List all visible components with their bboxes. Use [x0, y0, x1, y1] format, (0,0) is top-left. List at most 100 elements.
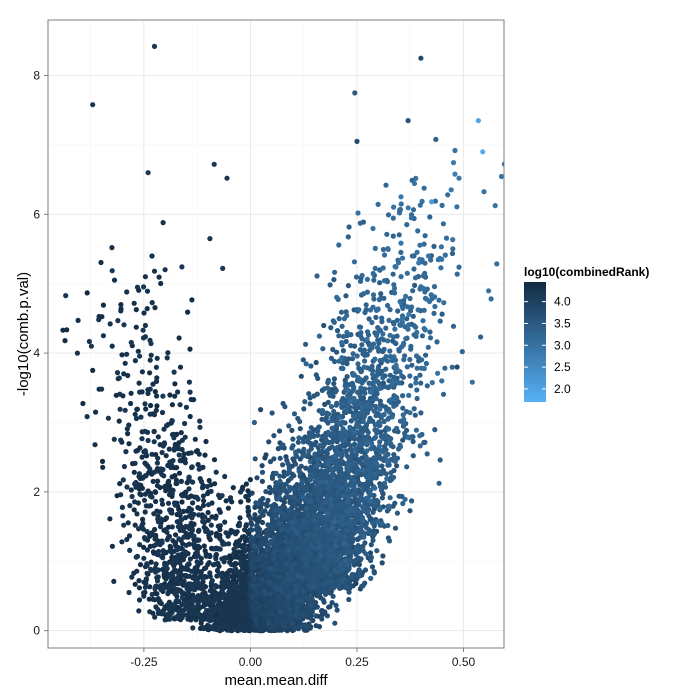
- scatter-point: [141, 544, 147, 550]
- scatter-point: [145, 437, 151, 444]
- scatter-point: [128, 487, 134, 493]
- scatter-point: [137, 445, 143, 451]
- scatter-point: [205, 517, 211, 523]
- scatter-point: [118, 308, 124, 314]
- scatter-point: [198, 616, 204, 622]
- scatter-point: [176, 579, 183, 585]
- scatter-point: [186, 494, 192, 500]
- scatter-point: [171, 435, 177, 441]
- scatter-point: [164, 529, 170, 535]
- scatter-point: [179, 615, 185, 621]
- scatter-point: [169, 418, 175, 424]
- scatter-point: [176, 452, 182, 458]
- scatter-point: [227, 602, 233, 608]
- scatter-point: [147, 466, 153, 472]
- scatter-point: [133, 479, 139, 486]
- scatter-point: [174, 465, 180, 471]
- scatter-point: [150, 478, 156, 484]
- scatter-point: [119, 352, 125, 358]
- scatter-point: [182, 434, 188, 440]
- scatter-point: [212, 561, 218, 567]
- scatter-point: [185, 590, 192, 596]
- scatter-point: [200, 502, 207, 508]
- scatter-point: [115, 318, 121, 324]
- scatter-point: [213, 545, 219, 551]
- scatter-point: [174, 480, 180, 487]
- scatter-point: [139, 436, 145, 442]
- scatter-point: [219, 587, 225, 593]
- scatter-point: [134, 511, 140, 517]
- scatter-point: [268, 599, 274, 606]
- scatter-point: [184, 562, 190, 568]
- scatter-point: [133, 484, 139, 490]
- scatter-point: [177, 458, 183, 464]
- scatter-point: [149, 253, 155, 259]
- scatter-point: [141, 284, 147, 290]
- scatter-point: [139, 454, 145, 460]
- scatter-point: [132, 581, 138, 587]
- scatter-point: [90, 102, 96, 108]
- scatter-point: [249, 521, 255, 528]
- scatter-point: [308, 613, 314, 619]
- scatter-point: [151, 550, 157, 556]
- scatter-point: [241, 566, 248, 572]
- scatter-point: [254, 522, 260, 529]
- scatter-point: [187, 573, 193, 579]
- scatter-point: [241, 610, 247, 616]
- scatter-point: [293, 625, 299, 631]
- scatter-point: [253, 611, 259, 618]
- scatter-point: [244, 577, 250, 583]
- scatter-point: [207, 588, 213, 594]
- scatter-point: [129, 574, 135, 580]
- scatter-point: [120, 477, 126, 483]
- scatter-point: [236, 597, 242, 604]
- scatter-point: [124, 536, 130, 543]
- scatter-point: [144, 288, 151, 294]
- scatter-point: [159, 471, 165, 477]
- scatter-point: [166, 605, 172, 612]
- scatter-point: [136, 380, 142, 386]
- scatter-point: [203, 565, 209, 571]
- scatter-point: [155, 434, 161, 440]
- scatter-point: [170, 458, 176, 464]
- scatter-point: [191, 540, 197, 547]
- scatter-point: [148, 340, 154, 347]
- scatter-point: [249, 604, 256, 610]
- scatter-point: [212, 591, 218, 597]
- scatter-point: [160, 220, 166, 226]
- scatter-point: [200, 518, 206, 525]
- scatter-point: [159, 497, 165, 503]
- scatter-point: [161, 571, 167, 577]
- scatter-point: [128, 390, 134, 396]
- scatter-point: [128, 339, 134, 346]
- scatter-point: [256, 605, 262, 611]
- scatter-point: [262, 610, 268, 616]
- scatter-point: [225, 505, 231, 511]
- scatter-point: [137, 562, 144, 568]
- scatter-point: [165, 350, 171, 356]
- scatter-point: [223, 498, 229, 504]
- scatter-point: [142, 536, 148, 542]
- scatter-point: [201, 498, 207, 504]
- scatter-point: [157, 524, 164, 530]
- scatter-point: [233, 531, 239, 537]
- scatter-point: [172, 381, 178, 387]
- scatter-point: [245, 497, 251, 503]
- scatter-point: [128, 400, 134, 407]
- scatter-point: [172, 541, 178, 547]
- scatter-point: [229, 593, 236, 599]
- scatter-point: [209, 624, 215, 630]
- scatter-point: [140, 327, 146, 333]
- scatter-point: [222, 541, 228, 547]
- scatter-point: [207, 597, 213, 603]
- scatter-point: [159, 409, 166, 416]
- scatter-point: [231, 546, 237, 552]
- scatter-point: [195, 600, 201, 606]
- scatter-point: [237, 571, 243, 577]
- scatter-point: [182, 420, 188, 427]
- scatter-point: [152, 489, 158, 495]
- scatter-point: [256, 563, 262, 570]
- scatter-point: [274, 615, 280, 622]
- scatter-point: [176, 598, 182, 604]
